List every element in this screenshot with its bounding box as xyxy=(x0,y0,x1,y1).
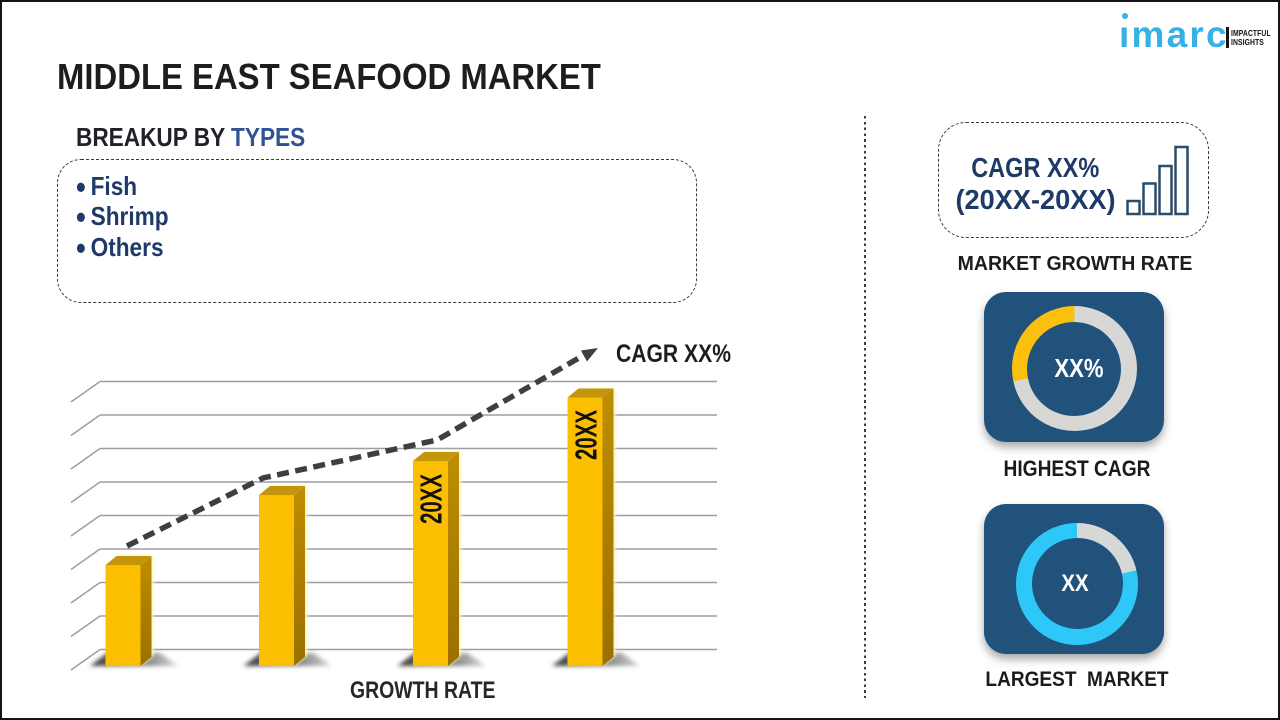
svg-text:CAGR XX%: CAGR XX% xyxy=(616,340,731,368)
svg-text:20XX: 20XX xyxy=(569,410,604,460)
svg-text:20XX: 20XX xyxy=(414,474,449,524)
svg-text:GROWTH RATE: GROWTH RATE xyxy=(350,677,496,704)
